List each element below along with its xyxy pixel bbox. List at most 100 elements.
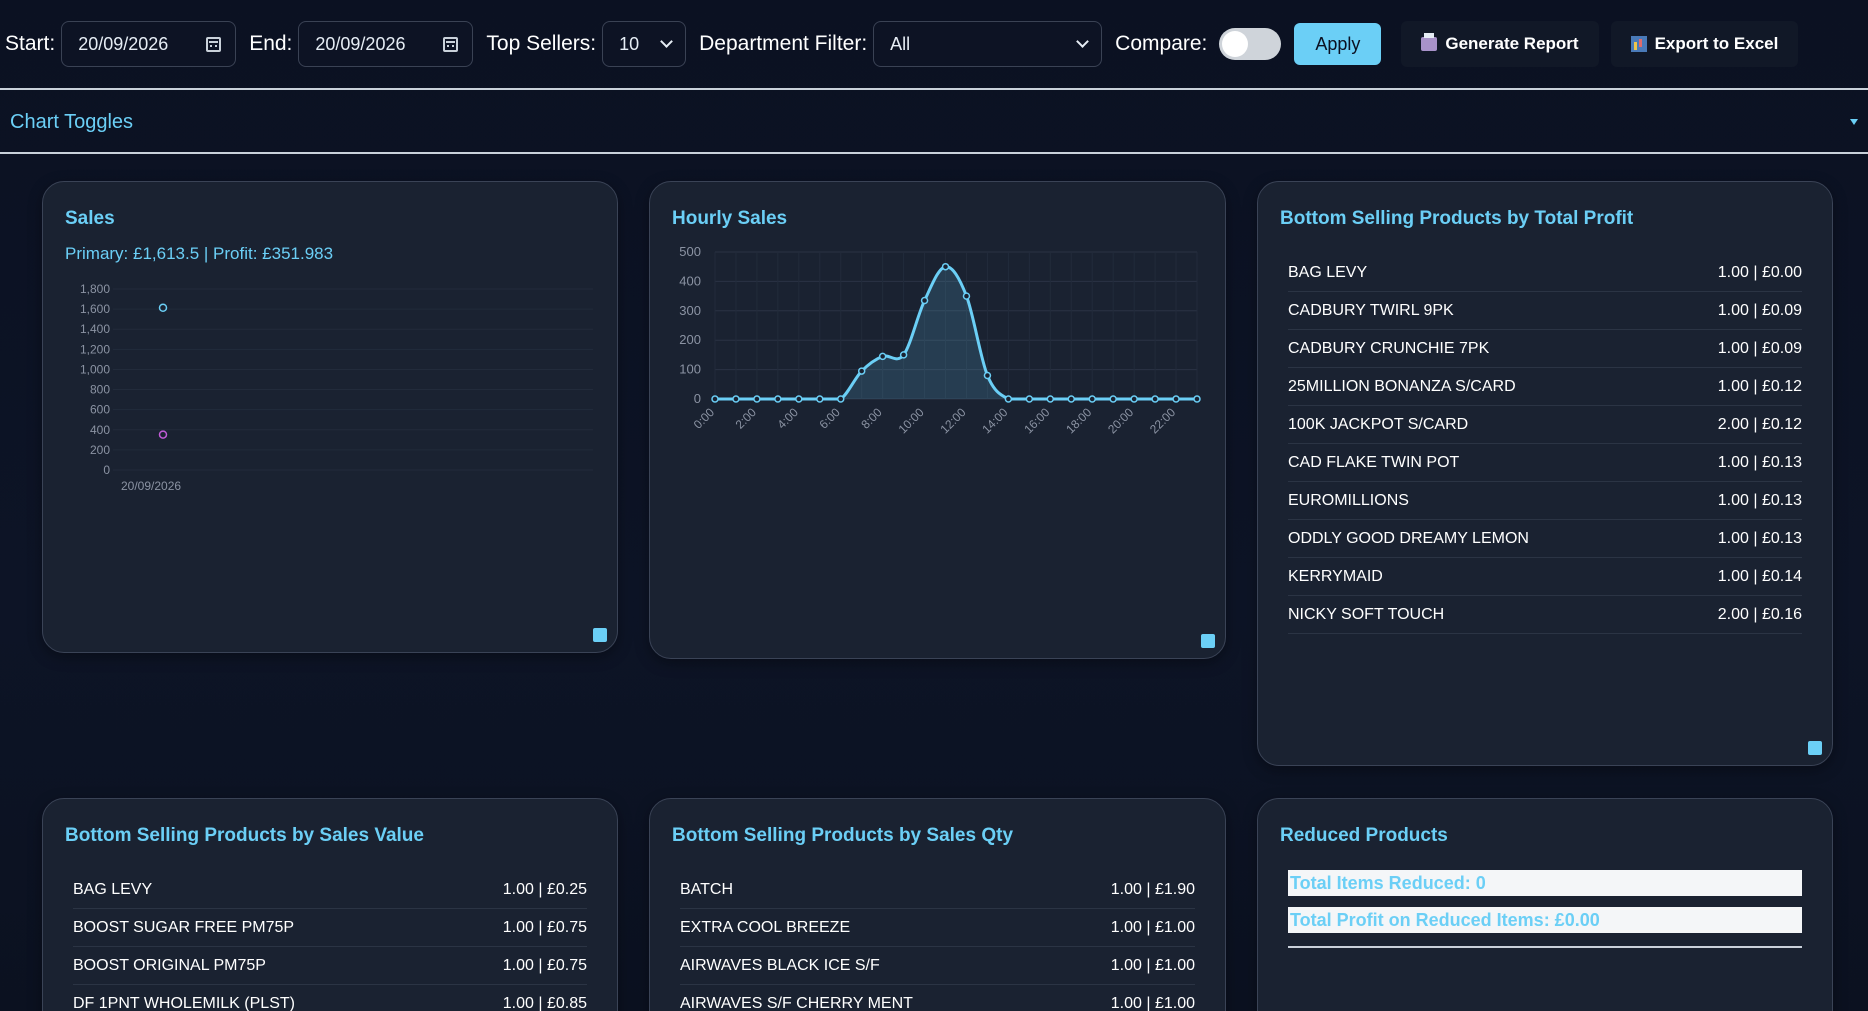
data-point bbox=[158, 303, 168, 313]
product-name: BAG LEVY bbox=[73, 880, 153, 898]
top-sellers-label: Top Sellers: bbox=[486, 32, 597, 55]
product-name: EXTRA COOL BREEZE bbox=[680, 918, 851, 936]
list-item: EXTRA COOL BREEZE 1.00 | £1.00 bbox=[680, 909, 1195, 947]
data-point bbox=[857, 367, 866, 375]
y-tick-label: 100 bbox=[679, 362, 701, 377]
product-name: AIRWAVES BLACK ICE S/F bbox=[680, 956, 880, 974]
y-tick-label: 200 bbox=[679, 332, 701, 347]
product-value: 1.00 | £0.09 bbox=[1717, 301, 1802, 319]
hourly-sales-chart: 500 400 300 200 100 00:00 2:00 4:00 6:00 8:00 10:0… bbox=[679, 244, 1201, 436]
y-tick-label: 1,400 bbox=[80, 322, 110, 336]
data-point bbox=[1151, 395, 1159, 403]
product-name: 25MILLION BONANZA S/CARD bbox=[1288, 377, 1516, 395]
product-value: 1.00 | £1.90 bbox=[1110, 880, 1195, 898]
product-value: 1.00 | £1.00 bbox=[1110, 994, 1195, 1011]
data-point bbox=[795, 395, 803, 403]
compare-toggle[interactable] bbox=[1219, 28, 1282, 60]
product-name: 100K JACKPOT S/CARD bbox=[1288, 415, 1469, 433]
y-tick-label: 1,600 bbox=[80, 302, 110, 316]
toggle-knob bbox=[1222, 31, 1249, 57]
department-filter-select[interactable]: All bbox=[873, 21, 1103, 67]
data-point bbox=[1109, 395, 1117, 403]
area-fill bbox=[715, 266, 1197, 399]
data-point bbox=[1172, 395, 1180, 403]
list-item: BAG LEVY 1.00 | £0.25 bbox=[73, 871, 587, 909]
y-tick-label: 800 bbox=[90, 383, 110, 397]
y-tick-label: 1,200 bbox=[80, 342, 110, 356]
list-item: KERRYMAID 1.00 | £0.14 bbox=[1288, 558, 1802, 596]
bottom-value-card: Bottom Selling Products by Sales Value B… bbox=[42, 798, 618, 1011]
product-name: AIRWAVES S/F CHERRY MENT bbox=[680, 994, 913, 1011]
product-name: BOOST SUGAR FREE PM75P bbox=[73, 918, 295, 936]
product-value: 1.00 | £1.00 bbox=[1110, 918, 1195, 936]
product-value: 1.00 | £0.13 bbox=[1717, 453, 1802, 471]
chart-settings-icon[interactable] bbox=[1808, 741, 1822, 755]
export-excel-label: Export to Excel bbox=[1654, 34, 1779, 53]
product-value: 1.00 | £0.12 bbox=[1717, 377, 1802, 395]
data-point bbox=[1025, 395, 1034, 403]
generate-report-label: Generate Report bbox=[1445, 34, 1579, 53]
bottom-value-list: BAG LEVY 1.00 | £0.25 BOOST SUGAR FREE PM7… bbox=[73, 871, 587, 1011]
x-tick-label: 2:00 bbox=[733, 405, 760, 432]
x-tick-label: 12:00 bbox=[937, 405, 968, 436]
excel-icon bbox=[1630, 36, 1647, 52]
list-item: NICKY SOFT TOUCH 2.00 | £0.16 bbox=[1288, 596, 1802, 634]
x-tick-label: 8:00 bbox=[858, 405, 885, 432]
product-value: 2.00 | £0.16 bbox=[1717, 605, 1802, 623]
product-name: ODDLY GOOD DREAMY LEMON bbox=[1288, 529, 1529, 547]
printer-icon bbox=[1421, 33, 1438, 51]
y-tick-label: 300 bbox=[679, 303, 701, 318]
end-date-value: 20/09/2026 bbox=[315, 33, 406, 54]
bottom-qty-list: BATCH 1.00 | £1.90 EXTRA COOL BREEZE 1.00 |… bbox=[680, 871, 1195, 1011]
list-item: AIRWAVES BLACK ICE S/F 1.00 | £1.00 bbox=[680, 947, 1195, 985]
compare-label: Compare: bbox=[1115, 32, 1208, 55]
end-label: End: bbox=[249, 32, 293, 55]
list-item: ODDLY GOOD DREAMY LEMON 1.00 | £0.13 bbox=[1288, 520, 1802, 558]
triangle-down-icon[interactable] bbox=[1850, 119, 1858, 125]
generate-report-button[interactable]: Generate Report bbox=[1401, 21, 1599, 67]
y-tick-label: 400 bbox=[90, 423, 110, 437]
total-items-reduced: Total Items Reduced: 0 bbox=[1288, 870, 1802, 896]
chart-settings-icon[interactable] bbox=[1201, 634, 1215, 648]
top-sellers-select[interactable]: 10 bbox=[602, 21, 687, 67]
data-point bbox=[899, 351, 908, 359]
list-item: AIRWAVES S/F CHERRY MENT 1.00 | £1.00 bbox=[680, 985, 1195, 1011]
calendar-icon[interactable] bbox=[206, 36, 222, 52]
apply-button[interactable]: Apply bbox=[1294, 23, 1382, 65]
product-value: 2.00 | £0.12 bbox=[1717, 415, 1802, 433]
y-tick-label: 500 bbox=[679, 244, 701, 259]
end-date-input[interactable]: 20/09/2026 bbox=[298, 21, 474, 67]
y-tick-label: 0 bbox=[103, 463, 110, 477]
product-value: 1.00 | £0.14 bbox=[1717, 567, 1802, 585]
y-tick-label: 400 bbox=[679, 273, 701, 288]
data-point bbox=[158, 430, 168, 439]
chart-toggles-bar[interactable]: Chart Toggles bbox=[0, 92, 1868, 154]
product-name: CADBURY CRUNCHIE 7PK bbox=[1288, 339, 1490, 357]
data-point bbox=[753, 395, 761, 403]
department-filter-value: All bbox=[890, 33, 911, 54]
data-point bbox=[732, 395, 740, 403]
y-tick-label: 200 bbox=[90, 443, 110, 457]
start-date-input[interactable]: 20/09/2026 bbox=[61, 21, 237, 67]
data-point bbox=[1046, 395, 1055, 403]
product-value: 1.00 | £0.13 bbox=[1717, 529, 1802, 547]
data-point bbox=[836, 395, 845, 403]
list-item: BATCH 1.00 | £1.90 bbox=[680, 871, 1195, 909]
list-item: CAD FLAKE TWIN POT 1.00 | £0.13 bbox=[1288, 444, 1802, 482]
calendar-icon[interactable] bbox=[443, 36, 459, 52]
bottom-profit-card: Bottom Selling Products by Total Profit … bbox=[1257, 181, 1833, 766]
data-point bbox=[1088, 395, 1096, 403]
list-item: BAG LEVY 1.00 | £0.00 bbox=[1288, 254, 1802, 292]
data-point bbox=[1067, 395, 1076, 403]
y-tick-label: 600 bbox=[90, 403, 110, 417]
export-excel-button[interactable]: Export to Excel bbox=[1610, 21, 1799, 67]
data-point bbox=[711, 395, 719, 403]
product-value: 1.00 | £1.00 bbox=[1110, 956, 1195, 974]
bottom-profit-list: BAG LEVY 1.00 | £0.00 CADBURY TWIRL 9PK 1.0… bbox=[1288, 254, 1802, 634]
chart-settings-icon[interactable] bbox=[593, 628, 607, 642]
product-name: NICKY SOFT TOUCH bbox=[1288, 605, 1445, 623]
x-tick-label: 6:00 bbox=[816, 405, 843, 432]
bottom-qty-card: Bottom Selling Products by Sales Qty BAT… bbox=[649, 798, 1226, 1011]
product-name: BOOST ORIGINAL PM75P bbox=[73, 956, 266, 974]
data-point bbox=[983, 371, 992, 380]
